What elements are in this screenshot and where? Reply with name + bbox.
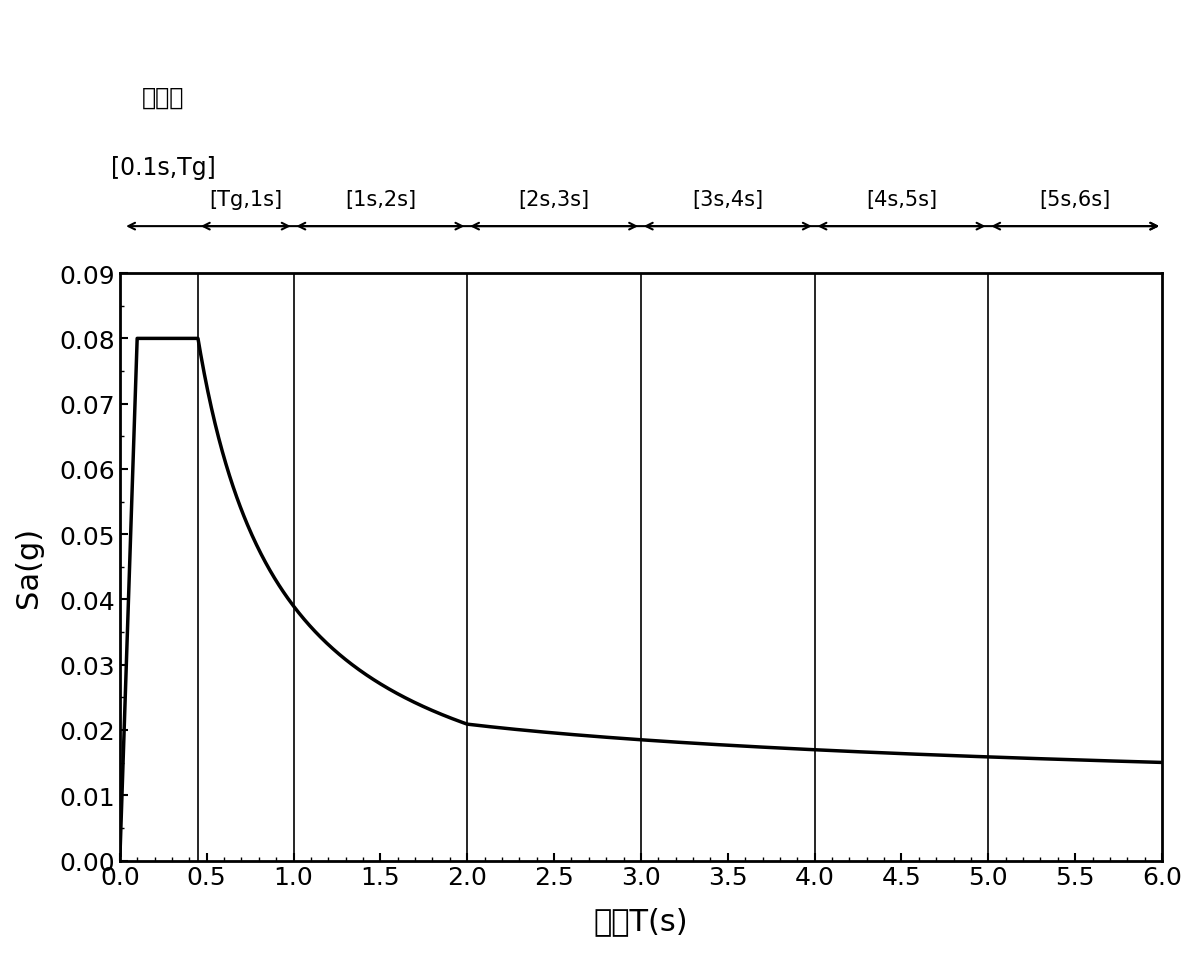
Y-axis label: Sa(g): Sa(g): [13, 527, 42, 607]
X-axis label: 周期T(s): 周期T(s): [594, 907, 688, 935]
Text: [Tg,1s]: [Tg,1s]: [210, 190, 283, 209]
Text: [1s,2s]: [1s,2s]: [345, 190, 416, 209]
Text: [0.1s,Tg]: [0.1s,Tg]: [111, 156, 216, 180]
Text: [5s,6s]: [5s,6s]: [1040, 190, 1111, 209]
Text: [4s,5s]: [4s,5s]: [866, 190, 937, 209]
Text: 平台段: 平台段: [143, 85, 184, 110]
Text: [2s,3s]: [2s,3s]: [519, 190, 589, 209]
Text: [3s,4s]: [3s,4s]: [692, 190, 763, 209]
